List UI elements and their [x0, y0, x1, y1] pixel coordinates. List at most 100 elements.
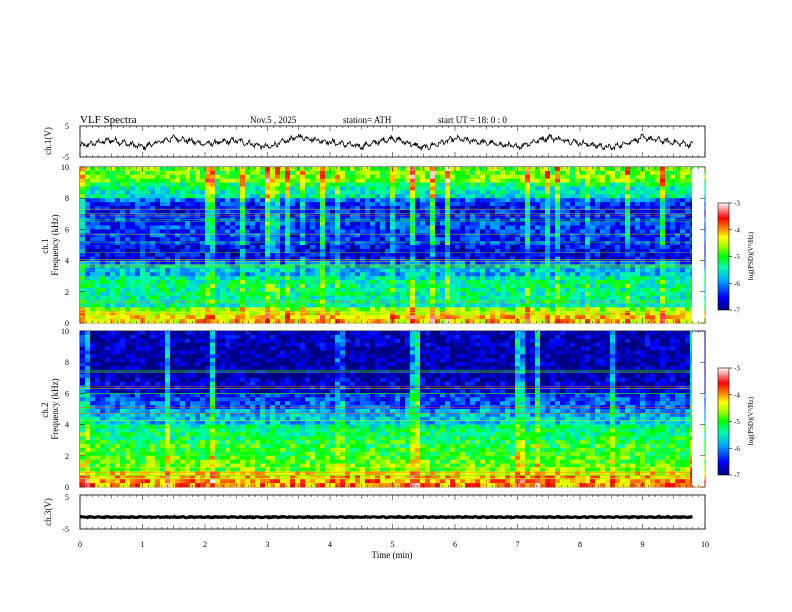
spectrogram-cell [665, 256, 671, 261]
spectrogram-cell [375, 237, 381, 242]
spectrogram-cell [445, 256, 451, 261]
spectrogram-cell [325, 260, 331, 265]
spectrogram-cell [580, 170, 586, 176]
spectrogram-cell [95, 178, 101, 183]
spectrogram-cell [645, 167, 651, 172]
spectrogram-cell [275, 303, 281, 308]
spectrogram-cell [625, 245, 631, 250]
spectrogram-cell [475, 174, 481, 179]
spectrogram-cell [185, 213, 191, 218]
spectrogram-cell [275, 233, 281, 238]
spectrogram-cell [255, 311, 261, 316]
spectrogram-cell [460, 194, 466, 199]
spectrogram-cell [655, 287, 661, 293]
spectrogram-cell [585, 206, 591, 211]
spectrogram-cell [510, 190, 516, 195]
spectrogram-cell [90, 260, 96, 265]
spectrogram-cell [390, 213, 396, 218]
spectrogram-cell [320, 237, 326, 242]
spectrogram-cell [455, 221, 461, 226]
spectrogram-cell [445, 237, 451, 242]
spectrogram-cell [550, 225, 556, 230]
spectrogram-cell [275, 209, 281, 215]
spectrogram-cell [385, 221, 391, 226]
spectrogram-cell [390, 229, 396, 234]
spectrogram-cell [330, 182, 336, 187]
spectrogram-cell [205, 229, 211, 234]
spectrogram-cell [355, 167, 361, 172]
spectrogram-cell [125, 202, 131, 207]
spectrogram-cell [570, 237, 576, 242]
spectrogram-cell [270, 178, 276, 183]
spectrogram-cell [140, 245, 146, 250]
spectrogram-cell [380, 284, 386, 289]
spectrogram-cell [600, 174, 606, 179]
spectrogram-cell [300, 170, 306, 176]
spectrogram-cell [535, 248, 541, 254]
spectrogram-cell [370, 225, 376, 230]
spectrogram-cell [145, 182, 151, 187]
spectrogram-cell [175, 202, 181, 207]
spectrogram-cell [300, 241, 306, 246]
spectrogram-cell [395, 174, 401, 179]
spectrogram-cell [590, 178, 596, 183]
spectrogram-cell [205, 221, 211, 226]
spectrogram-cell [295, 170, 301, 176]
spectrogram-cell [145, 174, 151, 179]
spectrogram-cell [95, 315, 101, 320]
spectrogram-cell [85, 311, 91, 316]
spectrogram-cell [90, 280, 96, 285]
spectrogram-cell [520, 178, 526, 183]
spectrogram-cell [455, 276, 461, 281]
spectrogram-cell [560, 287, 566, 293]
spectrogram-cell [610, 186, 616, 191]
spectrogram-cell [140, 291, 146, 296]
spectrogram-cell [570, 311, 576, 316]
spectrogram-cell [415, 221, 421, 226]
spectrogram-cell [500, 311, 506, 316]
spectrogram-cell [545, 276, 551, 281]
spectrogram-cell [415, 287, 421, 293]
spectrogram-cell [190, 198, 196, 203]
spectrogram-cell [435, 256, 441, 261]
spectrogram-cell [355, 198, 361, 203]
spectrogram-cell [180, 272, 186, 277]
spectrogram-cell [415, 229, 421, 234]
spectrogram-cell [395, 209, 401, 215]
spectrogram-cell [515, 225, 521, 230]
spectrogram-cell [335, 182, 341, 187]
spectrogram-cell [290, 186, 296, 191]
spectrogram-cell [235, 190, 241, 195]
spectrogram-cell [330, 287, 336, 293]
spectrogram-cell [85, 174, 91, 179]
spectrogram-cell [250, 272, 256, 277]
spectrogram-cell [665, 260, 671, 265]
spectrogram-cell [175, 295, 181, 300]
spectrogram-cell [535, 221, 541, 226]
spectrogram-cell [90, 287, 96, 293]
spectrogram-cell [135, 186, 141, 191]
spectrogram-cell [325, 202, 331, 207]
spectrogram-cell [465, 221, 471, 226]
spectrogram-cell [530, 303, 536, 308]
spectrogram-cell [370, 209, 376, 215]
spectrogram-cell [105, 225, 111, 230]
spectrogram-cell [610, 245, 616, 250]
spectrogram-cell [460, 229, 466, 234]
spectrogram-cell [275, 190, 281, 195]
spectrogram-cell [480, 245, 486, 250]
spectrogram-cell [460, 311, 466, 316]
spectrogram-cell [235, 221, 241, 226]
spectrogram-cell [230, 194, 236, 199]
spectrogram-cell [555, 248, 561, 254]
spectrogram-cell [365, 229, 371, 234]
spectrogram-cell [405, 213, 411, 218]
spectrogram-cell [315, 241, 321, 246]
spectrogram-cell [135, 170, 141, 176]
spectrogram-cell [625, 194, 631, 199]
spectrogram-cell [335, 295, 341, 300]
spectrogram-cell [620, 174, 626, 179]
spectrogram-cell [360, 237, 366, 242]
spectrogram-cell [590, 311, 596, 316]
spectrogram-cell [235, 245, 241, 250]
